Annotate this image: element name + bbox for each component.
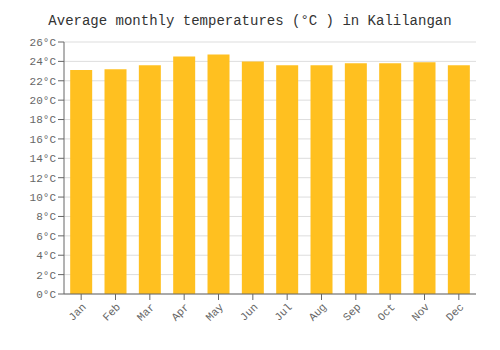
svg-text:20°C: 20°C [30,95,57,107]
svg-text:6°C: 6°C [36,231,56,243]
svg-text:May: May [204,301,227,324]
svg-text:Jun: Jun [238,301,260,323]
html-text:Average monthly temperatures (: Average monthly temperatures (°C ) in Ka… [48,13,452,29]
svg-text:Feb: Feb [101,301,123,323]
svg-text:0°C: 0°C [36,289,56,301]
svg-text:Dec: Dec [444,301,466,323]
svg-text:4°C: 4°C [36,250,56,262]
svg-text:Oct: Oct [375,301,397,323]
svg-text:8°C: 8°C [36,211,56,223]
svg-text:Sep: Sep [341,301,363,323]
svg-text:16°C: 16°C [30,134,57,146]
svg-text:2°C: 2°C [36,270,56,282]
svg-text:Nov: Nov [410,301,433,324]
svg-text:18°C: 18°C [30,114,57,126]
svg-text:Apr: Apr [169,301,191,323]
svg-text:Aug: Aug [307,301,329,323]
svg-text:12°C: 12°C [30,173,57,185]
svg-text:22°C: 22°C [30,76,57,88]
svg-text:24°C: 24°C [30,56,57,68]
svg-text:14°C: 14°C [30,153,57,165]
svg-text:Mar: Mar [135,301,157,323]
svg-text:10°C: 10°C [30,192,57,204]
svg-text:26°C: 26°C [30,37,57,49]
svg-text:Jan: Jan [66,301,88,323]
svg-text:Jul: Jul [272,301,294,323]
